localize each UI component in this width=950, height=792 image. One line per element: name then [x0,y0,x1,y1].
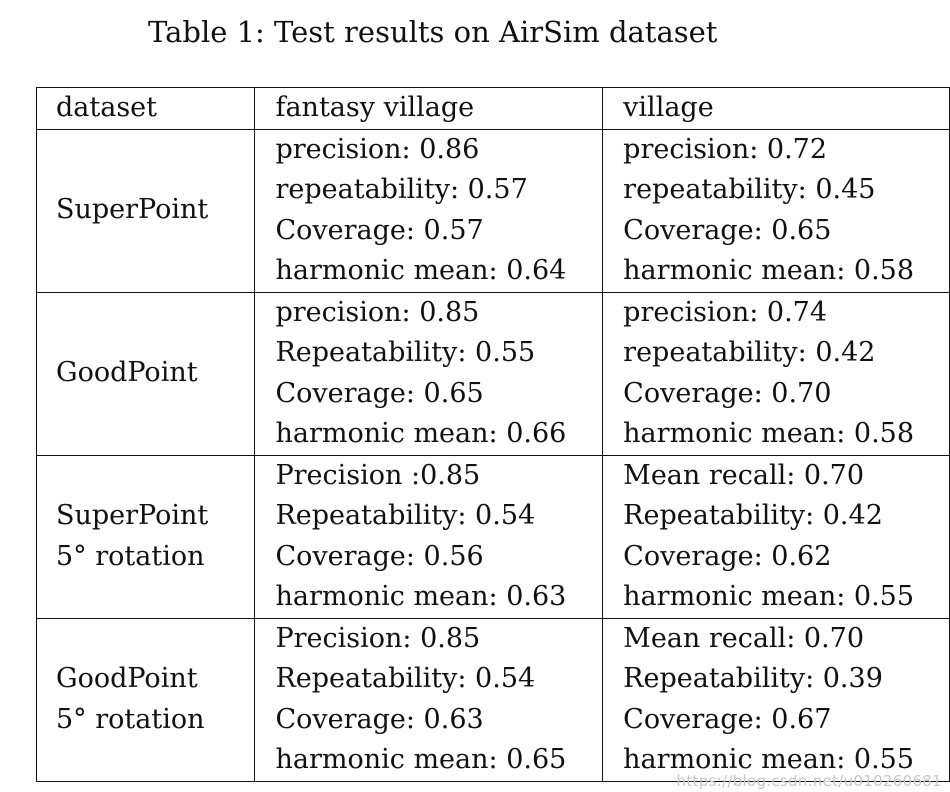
metric-coverage: Coverage: 0.56 [275,540,484,572]
table-caption: Table 1: Test results on AirSim dataset [148,15,718,49]
method-sublabel: 5° rotation [56,540,205,572]
metric-repeatability: repeatability: 0.57 [275,174,528,205]
table-row-superpoint-rotation: SuperPoint 5° rotation Precision :0.85 R… [35,454,950,619]
metric-repeatability: repeatability: 0.42 [623,337,876,368]
metric-coverage: Coverage: 0.57 [275,214,484,246]
metric-repeatability: Repeatability: 0.42 [623,500,883,531]
method-label: SuperPoint [56,500,209,531]
fantasy-village-cell: precision: 0.86 repeatability: 0.57 Cove… [254,128,604,293]
metric-repeatability: Repeatability: 0.55 [275,337,536,368]
metric-precision: Precision: 0.85 [275,622,481,654]
metric-repeatability: Repeatability: 0.54 [275,500,536,531]
metric-harmonic-mean: harmonic mean: 0.65 [275,744,567,775]
table-row-goodpoint-rotation: GoodPoint 5° rotation Precision: 0.85 Re… [35,617,950,782]
metric-precision: precision: 0.72 [623,133,828,165]
metric-harmonic-mean: harmonic mean: 0.66 [275,418,567,449]
header-dataset: dataset [35,87,256,130]
metric-repeatability: Repeatability: 0.39 [623,663,883,694]
method-cell: SuperPoint [35,128,256,293]
method-cell: GoodPoint 5° rotation [35,617,256,782]
metric-precision: precision: 0.74 [623,296,828,328]
method-cell: SuperPoint 5° rotation [35,454,256,619]
metric-mean-recall: Mean recall: 0.70 [623,459,865,491]
table-header-row: dataset fantasy village village [35,87,950,130]
method-cell: GoodPoint [35,291,256,456]
metric-coverage: Coverage: 0.65 [623,214,832,246]
metric-harmonic-mean: harmonic mean: 0.64 [275,255,567,286]
metric-coverage: Coverage: 0.65 [275,377,484,409]
metric-harmonic-mean: harmonic mean: 0.58 [623,418,915,449]
village-cell: Mean recall: 0.70 Repeatability: 0.39 Co… [602,617,950,782]
metric-coverage: Coverage: 0.63 [275,703,484,735]
results-table: dataset fantasy village village SuperPoi… [35,87,950,782]
fantasy-village-cell: Precision :0.85 Repeatability: 0.54 Cove… [254,454,604,619]
village-cell: Mean recall: 0.70 Repeatability: 0.42 Co… [602,454,950,619]
metric-harmonic-mean: harmonic mean: 0.55 [623,581,915,612]
method-label: SuperPoint [56,194,209,226]
metric-precision: precision: 0.85 [275,296,480,328]
metric-coverage: Coverage: 0.62 [623,540,832,572]
watermark-url: https://blog.csdn.net/u010260681 [676,772,942,790]
metric-repeatability: repeatability: 0.45 [623,174,876,205]
fantasy-village-cell: precision: 0.85 Repeatability: 0.55 Cove… [254,291,604,456]
method-label: GoodPoint [56,357,198,389]
metric-coverage: Coverage: 0.67 [623,703,832,735]
method-sublabel: 5° rotation [56,703,205,735]
metric-coverage: Coverage: 0.70 [623,377,832,409]
header-fantasy-village: fantasy village [254,87,604,130]
metric-precision: precision: 0.86 [275,133,480,165]
metric-harmonic-mean: harmonic mean: 0.55 [623,744,915,775]
village-cell: precision: 0.74 repeatability: 0.42 Cove… [602,291,950,456]
metric-mean-recall: Mean recall: 0.70 [623,622,865,654]
table-row-goodpoint: GoodPoint precision: 0.85 Repeatability:… [35,291,950,456]
metric-harmonic-mean: harmonic mean: 0.63 [275,581,567,612]
metric-precision: Precision :0.85 [275,459,481,491]
method-label: GoodPoint [56,663,198,694]
metric-harmonic-mean: harmonic mean: 0.58 [623,255,915,286]
metric-repeatability: Repeatability: 0.54 [275,663,536,694]
village-cell: precision: 0.72 repeatability: 0.45 Cove… [602,128,950,293]
table-row-superpoint: SuperPoint precision: 0.86 repeatability… [35,128,950,293]
fantasy-village-cell: Precision: 0.85 Repeatability: 0.54 Cove… [254,617,604,782]
header-village: village [602,87,950,130]
